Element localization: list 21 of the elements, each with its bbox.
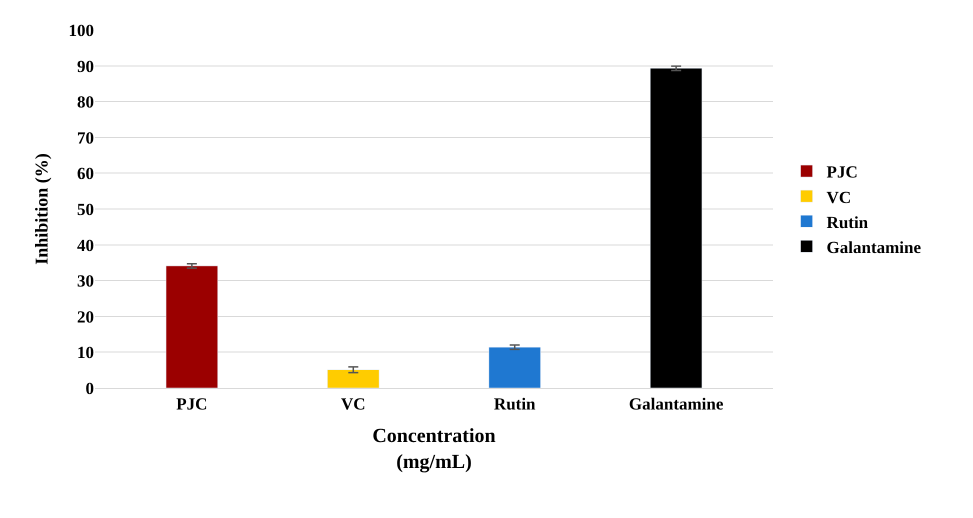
x-axis-title: Concentration (mg/mL): [372, 424, 496, 473]
y-tick-label: 20: [77, 307, 94, 326]
y-tick-label: 0: [86, 378, 94, 398]
x-tick-label: VC: [341, 394, 366, 414]
legend-label: Galantamine: [826, 238, 922, 257]
y-tick-label: 30: [77, 272, 94, 291]
legend-label: PJC: [826, 162, 858, 182]
x-tick-label: PJC: [176, 394, 208, 414]
y-tick-label: 90: [77, 56, 94, 76]
legend-label: Rutin: [826, 212, 869, 232]
y-axis-title: Inhibition (%): [32, 153, 52, 265]
y-tick-label: 100: [68, 20, 94, 40]
legend-label: VC: [826, 188, 852, 207]
y-tick-label: 80: [77, 92, 94, 112]
y-tick-label: 40: [77, 236, 94, 255]
x-tick-label: Rutin: [494, 394, 536, 414]
y-tick-label: 70: [77, 128, 94, 148]
y-tick-label: 10: [77, 343, 94, 362]
x-tick-label: Galantamine: [628, 394, 724, 414]
y-tick-label: 60: [77, 164, 94, 184]
y-tick-label: 50: [77, 200, 94, 219]
